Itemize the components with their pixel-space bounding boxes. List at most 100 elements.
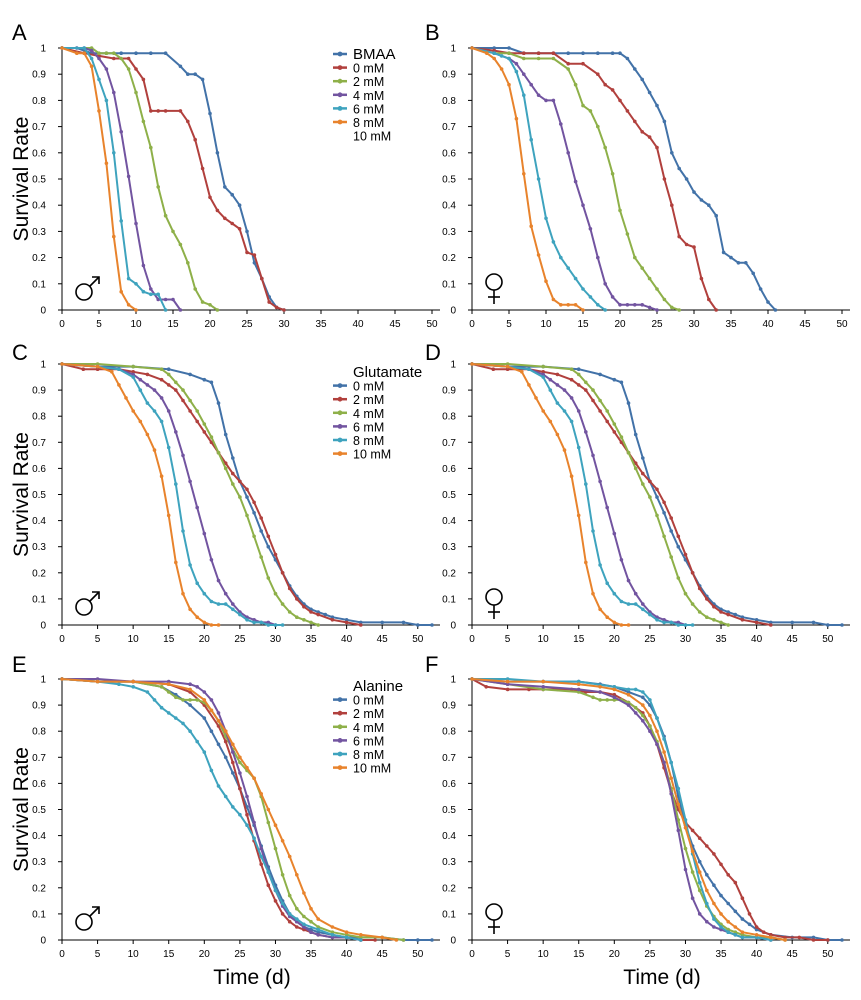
data-point [112,151,116,155]
data-point [97,51,101,55]
data-point [726,919,730,924]
data-point [344,930,349,934]
y-tick-label: 0.5 [442,175,456,186]
series-line [472,363,729,626]
data-point [677,166,681,171]
x-tick-label: 50 [822,634,834,645]
data-point [633,303,637,307]
data-point [740,933,745,937]
data-point [618,208,622,213]
series-line [62,363,319,626]
data-point [131,685,135,689]
data-point [112,51,116,55]
data-point [295,597,299,601]
y-tick-label: 0.7 [442,753,456,764]
data-point [529,137,533,142]
legend-title: BMAA [353,46,396,63]
data-point [522,72,526,76]
data-point [626,687,631,692]
data-point [529,82,533,87]
data-point [156,185,160,189]
data-point [576,690,581,694]
data-point [330,615,335,619]
data-point [569,419,574,424]
data-point [769,620,773,625]
data-point [238,771,242,775]
data-point [541,685,545,689]
data-point [690,623,695,627]
data-point [754,933,759,937]
series-8mm [470,46,607,312]
data-point [505,362,510,366]
x-tick-label: 25 [644,949,656,960]
data-point [163,297,168,302]
data-point [273,846,278,851]
x-tick-label: 0 [469,319,475,330]
x-tick-label: 15 [163,949,175,960]
data-point [209,380,214,385]
data-point [60,677,64,681]
x-tick-label: 25 [644,634,656,645]
data-point [238,812,242,817]
data-point [316,612,321,617]
data-point [209,698,214,702]
x-tick-label: 5 [505,634,511,645]
data-point [309,610,313,614]
x-tick-label: 45 [787,949,799,960]
data-point [178,109,183,113]
data-point [216,784,221,788]
data-point [826,623,830,627]
data-point [747,922,752,927]
y-tick-label: 0.4 [32,201,46,212]
data-point [75,51,79,55]
data-point [697,870,702,874]
data-point [174,716,178,720]
data-point [719,925,723,929]
x-tick-label: 0 [59,949,65,960]
data-point [112,234,116,239]
data-point [302,914,306,919]
data-point [669,555,673,559]
data-point [159,474,164,479]
data-point [541,687,545,692]
data-point [655,716,659,720]
data-point [733,909,738,914]
data-point [202,698,207,702]
data-point [676,620,681,625]
data-point [245,229,249,234]
legend-label: 6 mM [353,734,384,748]
data-point [729,255,733,260]
legend-label: 6 mM [353,420,384,434]
x-tick-label: 20 [204,319,216,330]
data-point [237,227,242,231]
series-line [471,363,842,626]
data-point [134,308,138,312]
data-point [209,768,214,773]
series-line [471,678,786,941]
x-tick-label: 0 [469,634,475,645]
data-point [216,719,221,723]
panel-letter: C [12,340,28,365]
data-point [726,901,730,906]
data-point [195,409,199,413]
data-point [648,729,652,733]
data-point [223,739,228,744]
y-tick-label: 0.2 [442,883,456,894]
data-point [159,367,164,372]
data-point [492,51,497,55]
data-point [259,846,264,851]
data-point [769,935,773,940]
data-point [181,398,185,403]
data-point [145,383,150,387]
data-point [641,703,645,707]
data-point [266,820,271,825]
data-point [719,893,723,898]
data-point [174,430,178,434]
series-6mm [470,46,659,312]
data-point [145,401,150,405]
data-point [373,938,377,942]
data-point [648,495,652,499]
data-point [209,558,214,562]
data-point [252,261,257,265]
